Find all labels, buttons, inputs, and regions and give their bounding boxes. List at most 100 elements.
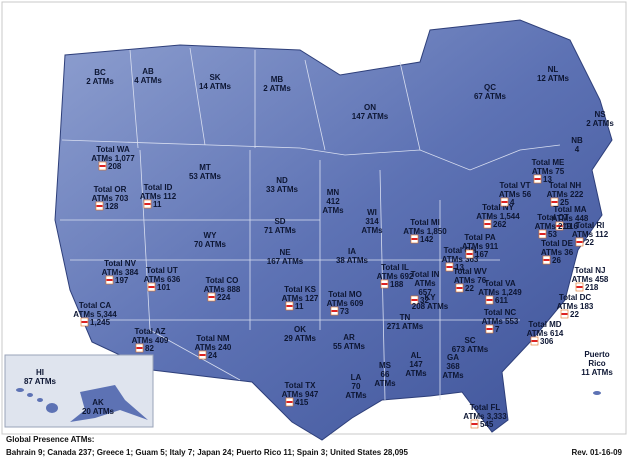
region-label: NB4 (571, 136, 583, 154)
store-icon-stripe (96, 205, 103, 207)
footer-revision: Rev. 01-16-09 (571, 448, 622, 457)
label-line: ATMs 112 (140, 192, 177, 201)
label-line: Rico (588, 359, 605, 368)
store-icon-stripe (466, 253, 473, 255)
label-line: KY (424, 293, 436, 302)
label-line: WY (204, 231, 218, 240)
label-line: Total RI (576, 221, 605, 230)
store-icon-stripe (576, 286, 583, 288)
store-icon-stripe (446, 266, 453, 268)
store-icon-stripe (484, 223, 491, 225)
label-line: Total CT (537, 213, 569, 222)
store-icon-stripe (486, 328, 493, 330)
store-count: 82 (145, 344, 154, 353)
label-line: Total WV (453, 267, 487, 276)
hi-island (37, 398, 43, 402)
store-count: 24 (208, 351, 217, 360)
label-line: Total NJ (575, 266, 606, 275)
label-line: Total ID (144, 183, 173, 192)
store-icon-stripe (411, 299, 418, 301)
label-line: ATMs 888 (204, 285, 241, 294)
label-line: ATMs 36 (541, 248, 574, 257)
label-line: ATMs 219 (535, 222, 572, 231)
store-icon-stripe (99, 165, 106, 167)
label-line: Total NH (549, 181, 582, 190)
store-count: 1,245 (90, 318, 111, 327)
label-line: 368 (446, 362, 460, 371)
store-count: 415 (295, 398, 309, 407)
store-count: 116 (565, 222, 578, 231)
store-icon-stripe (486, 299, 493, 301)
label-line: 657 (418, 288, 432, 297)
label-line: SD (274, 217, 285, 226)
store-icon-stripe (556, 225, 563, 227)
label-line: 147 (409, 360, 423, 369)
label-line: 412 (326, 197, 340, 206)
label-line: HI (36, 368, 44, 377)
label-line: AR (343, 333, 355, 342)
label-line: 71 ATMs (264, 226, 297, 235)
label-line: ATMs 409 (132, 336, 169, 345)
region-label: BC2 ATMs (86, 68, 114, 86)
store-count: 188 (390, 280, 404, 289)
label-line: ATMs 240 (195, 343, 232, 352)
store-count: 262 (493, 220, 507, 229)
label-line: OK (294, 325, 306, 334)
land-mass (54, 19, 613, 441)
hi-island (46, 403, 58, 413)
label-line: Total DC (559, 293, 592, 302)
label-line: ATMs 5,344 (73, 310, 117, 319)
store-icon-stripe (286, 305, 293, 307)
label-line: SC (464, 336, 475, 345)
footer-detail: Bahrain 9; Canada 237; Greece 1; Guam 5;… (6, 448, 408, 457)
label-line: Puerto (584, 350, 609, 359)
label-line: TN (400, 313, 411, 322)
store-count: 53 (548, 230, 557, 239)
store-icon-stripe (144, 203, 151, 205)
label-line: ATMs 692 (377, 272, 414, 281)
store-icon-stripe (81, 321, 88, 323)
label-line: ATMs 1,544 (476, 212, 520, 221)
label-line: Total TX (285, 381, 317, 390)
store-count: 128 (105, 202, 119, 211)
ak-shape (70, 385, 148, 422)
label-line: Total VT (500, 181, 531, 190)
label-line: 55 ATMs (333, 342, 366, 351)
label-line: ATMs 1,077 (91, 154, 135, 163)
store-icon-stripe (286, 401, 293, 403)
label-line: AL (411, 351, 422, 360)
store-icon-stripe (199, 354, 206, 356)
label-line: 66 (381, 370, 390, 379)
label-line: BC (94, 68, 106, 77)
label-line: Total MD (528, 320, 561, 329)
label-line: 2 ATMs (86, 77, 114, 86)
label-line: QC (484, 83, 496, 92)
label-line: NB (571, 136, 583, 145)
store-count: 545 (480, 420, 494, 429)
label-line: ATMs 553 (482, 317, 519, 326)
store-icon-stripe (411, 238, 418, 240)
label-line: ATMs (374, 379, 396, 388)
